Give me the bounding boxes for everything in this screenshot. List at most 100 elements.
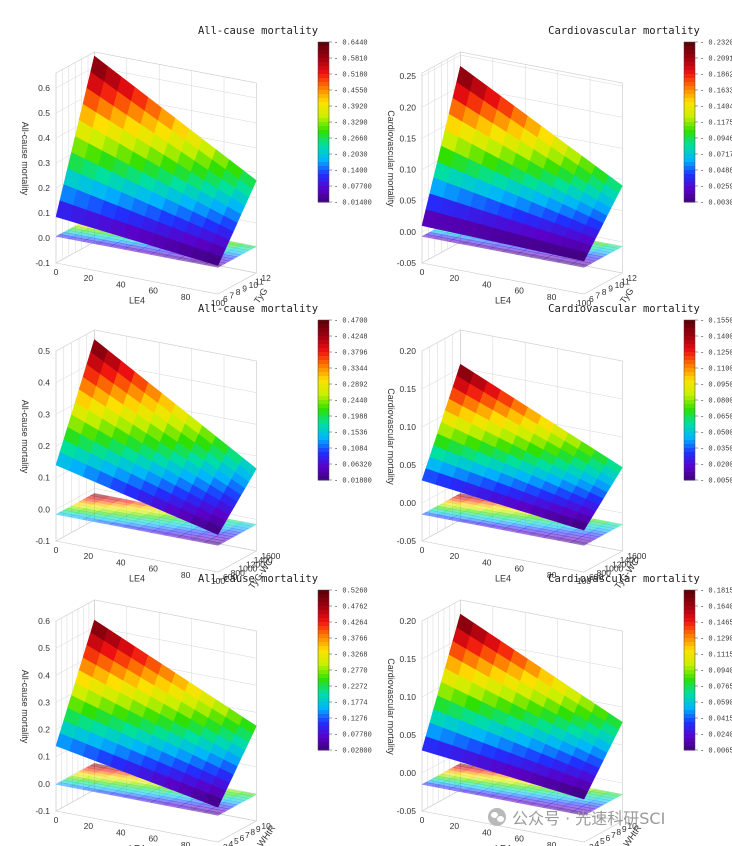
colorbar-segment bbox=[318, 428, 329, 433]
y-tick-label: 3 bbox=[223, 842, 228, 846]
colorbar-tick-label: - 0.1290 bbox=[700, 636, 732, 644]
surface bbox=[421, 363, 623, 531]
z-tick-label: 0.1 bbox=[38, 752, 50, 762]
colorbar-tick-label: - 0.2272 bbox=[334, 684, 368, 692]
colorbar-tick-label: - 0.4700 bbox=[334, 318, 368, 326]
colorbar-segment bbox=[684, 436, 695, 441]
x-axis-label: LE4 bbox=[129, 844, 145, 846]
colorbar-tick-label: - 0.1084 bbox=[334, 446, 368, 454]
colorbar-segment bbox=[318, 468, 329, 473]
colorbar-segment bbox=[684, 158, 695, 163]
colorbar-tick-label: - 0.1988 bbox=[334, 414, 368, 422]
colorbar-segment bbox=[684, 646, 695, 651]
colorbar-segment bbox=[684, 170, 695, 175]
z-tick-label: 0.6 bbox=[38, 616, 50, 626]
colorbar-segment bbox=[318, 682, 329, 687]
y-tick-label: 8 bbox=[602, 287, 607, 297]
colorbar-tick-label: - 0.005000 bbox=[700, 478, 732, 486]
colorbar-segment bbox=[684, 452, 695, 457]
z-tick-label: 0.20 bbox=[399, 102, 416, 112]
colorbar-segment bbox=[318, 400, 329, 405]
watermark-text: 公众号 · 光速科研SCI bbox=[512, 809, 666, 828]
colorbar-segment bbox=[684, 630, 695, 635]
colorbar-segment bbox=[318, 594, 329, 599]
colorbar-segment bbox=[318, 198, 329, 203]
colorbar: - 0.4700 - 0.4248 - 0.3796 - 0.3344 - 0.2892… bbox=[317, 318, 372, 486]
colorbar-segment bbox=[318, 746, 329, 751]
surface-cell bbox=[204, 521, 223, 535]
x-axis-label: LE4 bbox=[129, 574, 145, 584]
colorbar-segment bbox=[684, 190, 695, 195]
colorbar-tick-label: - 0.1536 bbox=[334, 430, 368, 438]
z-tick-label: 0.5 bbox=[38, 108, 50, 118]
colorbar-segment bbox=[318, 654, 329, 659]
colorbar-tick-label: - 0.1400 bbox=[700, 334, 732, 342]
colorbar-segment bbox=[318, 626, 329, 631]
colorbar-segment bbox=[318, 46, 329, 51]
x-tick-label: 60 bbox=[148, 286, 158, 296]
x-tick-label: 60 bbox=[514, 564, 524, 574]
colorbar-segment bbox=[318, 174, 329, 179]
colorbar-tick-label: - 0.07700 bbox=[334, 184, 372, 192]
colorbar-segment bbox=[318, 738, 329, 743]
y-tick-label: 800 bbox=[597, 568, 611, 578]
colorbar-tick-label: - 0.02000 bbox=[700, 462, 732, 470]
z-tick-label: 0.15 bbox=[399, 384, 416, 394]
colorbar-tick-label: - 0.06500 bbox=[700, 414, 732, 422]
x-tick-label: 20 bbox=[450, 821, 460, 831]
x-axis-label: LE4 bbox=[495, 574, 511, 584]
chart-panel-allcause-tygwhtr: 0 20 40 60 80 100 345678910 -0.1 0.0 0.1 0.2 0.3 0.4… bbox=[0, 568, 372, 846]
y-tick-label: 600 bbox=[223, 572, 237, 582]
y-tick-label: 7 bbox=[245, 830, 250, 840]
colorbar-tick-label: - 0.2892 bbox=[334, 382, 368, 390]
x-tick-label: 0 bbox=[54, 545, 59, 555]
colorbar-segment bbox=[684, 472, 695, 477]
colorbar-segment bbox=[684, 476, 695, 481]
colorbar-segment bbox=[684, 626, 695, 631]
x-axis-label: LE4 bbox=[129, 296, 145, 306]
z-tick-label: -0.1 bbox=[35, 806, 50, 816]
x-tick-label: 60 bbox=[514, 834, 524, 844]
colorbar-segment bbox=[684, 118, 695, 123]
y-tick-label: 3 bbox=[589, 842, 594, 846]
colorbar-segment bbox=[318, 658, 329, 663]
z-axis-label: Cardiovascular mortality bbox=[386, 388, 396, 485]
colorbar-segment bbox=[318, 348, 329, 353]
colorbar-segment bbox=[318, 126, 329, 131]
z-tick-label: 0.6 bbox=[38, 83, 50, 93]
colorbar-segment bbox=[318, 114, 329, 119]
y-tick-label: 5 bbox=[234, 836, 239, 846]
z-axis-label: All-cause mortality bbox=[20, 400, 30, 474]
surface-cell bbox=[204, 793, 223, 808]
x-tick-label: 40 bbox=[482, 827, 492, 837]
colorbar-segment bbox=[318, 710, 329, 715]
colorbar-tick-label: - 0.04150 bbox=[700, 716, 732, 724]
colorbar-segment bbox=[684, 674, 695, 679]
x-tick-label: 0 bbox=[420, 267, 425, 277]
colorbar-tick-label: - 0.07650 bbox=[700, 684, 732, 692]
surface bbox=[55, 55, 257, 266]
colorbar-segment bbox=[318, 416, 329, 421]
colorbar-segment bbox=[684, 106, 695, 111]
colorbar-segment bbox=[684, 456, 695, 461]
colorbar-tick-label: - 0.3796 bbox=[334, 350, 368, 358]
colorbar-segment bbox=[684, 364, 695, 369]
z-axis-label: All-cause mortality bbox=[20, 122, 30, 196]
colorbar: - 0.1550 - 0.1400 - 0.1250 - 0.1100 - 0.0950… bbox=[683, 318, 732, 486]
colorbar-segment bbox=[318, 70, 329, 75]
colorbar-segment bbox=[684, 710, 695, 715]
y-tick-label: 1600 bbox=[627, 551, 646, 561]
z-tick-label: 0.25 bbox=[399, 71, 416, 81]
colorbar-segment bbox=[684, 98, 695, 103]
colorbar-segment bbox=[684, 50, 695, 55]
chart-panel-allcause-tyg: 0 20 40 60 80 100 6 7 8 9 10 11 12 -0.1 0.0 0.1 0.2 0.3 0.… bbox=[0, 20, 372, 308]
x-tick-label: 60 bbox=[514, 286, 524, 296]
colorbar-segment bbox=[318, 82, 329, 87]
colorbar-segment bbox=[684, 682, 695, 687]
colorbar-segment bbox=[684, 94, 695, 99]
y-tick-label: 10 bbox=[261, 821, 271, 831]
colorbar-segment bbox=[318, 372, 329, 377]
z-tick-label: 0.15 bbox=[399, 654, 416, 664]
surface-cell bbox=[204, 251, 223, 266]
colorbar-segment bbox=[318, 638, 329, 643]
